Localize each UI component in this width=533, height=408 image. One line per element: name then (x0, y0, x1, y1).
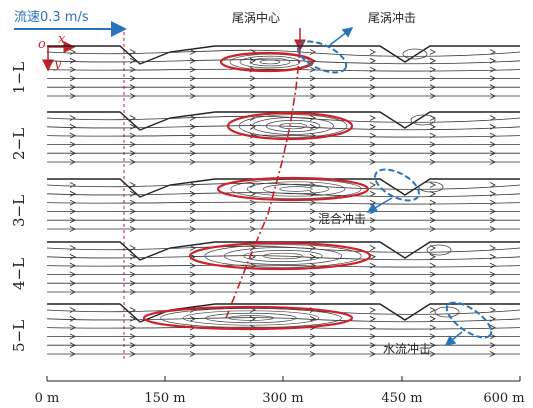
water-impact-label: 水流冲击 (383, 341, 431, 356)
scale-tick-150: 150 m (144, 391, 185, 406)
panel-label: 2−L (10, 128, 28, 160)
origin-axes: o x y (38, 32, 76, 72)
streamline-panel: 2−L (10, 111, 521, 165)
panel-label: 4−L (10, 258, 28, 290)
y-axis-label: y (53, 57, 62, 72)
vortex-ellipse (226, 111, 354, 141)
vortex-ellipse (216, 176, 370, 202)
x-axis-label: x (58, 32, 66, 47)
panel-label: 3−L (10, 195, 28, 227)
water-impact-ellipse (445, 301, 493, 339)
wake-center-trajectory (225, 49, 301, 319)
velocity-label: 流速0.3 m/s (14, 10, 89, 25)
scale-tick-450: 450 m (381, 391, 422, 406)
mixed-impact-ellipse (374, 168, 420, 202)
streamline-panel: 1−L (10, 45, 521, 99)
panel-label: 5−L (10, 320, 28, 352)
origin-label: o (38, 37, 46, 52)
velocity-scale: 流速0.3 m/s (14, 10, 127, 37)
vortex-ellipse (142, 305, 354, 331)
vortex-ellipse (188, 241, 372, 271)
wake-center-label: 尾涡中心 (232, 10, 280, 25)
vortex-ellipse (219, 51, 315, 73)
streamline-panel: 4−L (10, 241, 521, 295)
wake-impact-label: 尾涡冲击 (368, 10, 416, 25)
scale-tick-0: 0 m (35, 391, 60, 406)
wake-impact-ellipse (296, 40, 348, 74)
scale-bar: 0 m 150 m 300 m 450 m 600 m (35, 376, 525, 406)
mixed-impact-label: 混合冲击 (318, 211, 366, 226)
scale-tick-300: 300 m (262, 391, 303, 406)
streamline-panel: 3−L (10, 176, 521, 232)
scale-tick-600: 600 m (483, 391, 524, 406)
streamline-panel: 5−L (10, 303, 521, 357)
panel-label: 1−L (10, 62, 28, 94)
